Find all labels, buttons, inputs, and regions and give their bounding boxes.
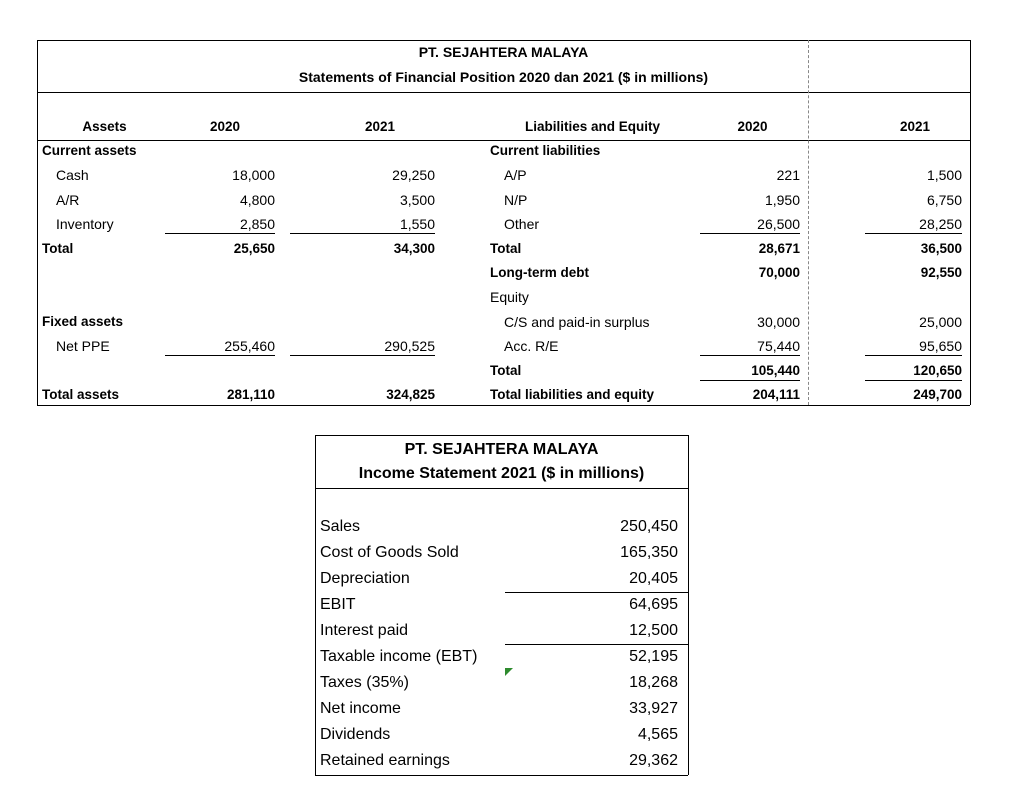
page-break [808,40,809,405]
row-label: Cost of Goods Sold [320,544,459,561]
row-label: EBIT [320,596,356,613]
value-cell: 70,000 [758,265,800,280]
value-cell: 26,500 [700,214,800,235]
column-header: 2021 [899,119,931,134]
column-header: 2021 [364,119,396,134]
value-cell: 95,650 [865,336,962,357]
value-cell: 2,850 [165,214,275,235]
value-cell: 75,440 [700,336,800,357]
row-label: Taxable income (EBT) [320,648,478,665]
value-cell: 52,195 [629,648,678,665]
row-label: C/S and paid-in surplus [504,313,650,330]
row-label: Equity [490,289,529,306]
row-label: A/R [56,191,80,208]
value-cell: 165,350 [620,544,678,561]
value-cell: 6,750 [926,191,962,208]
value-cell: 4,800 [239,191,275,208]
value-cell: 290,525 [290,336,435,357]
value-cell: 250,450 [620,518,678,535]
subtitle: Statements of Financial Position 2020 da… [298,69,709,85]
border [37,140,970,141]
value-cell: 34,300 [393,240,435,256]
value-cell: 29,250 [392,167,435,184]
value-cell: 249,700 [913,387,962,402]
value-cell: 18,000 [232,167,275,184]
title: PT. SEJAHTERA MALAYA [418,44,589,60]
border [315,488,688,489]
column-header: Assets [82,119,127,134]
value-cell: 4,565 [637,726,678,743]
row-label: Other [504,216,540,233]
value-cell: 324,825 [386,387,435,402]
underline [505,644,688,645]
row-label: Net PPE [56,338,110,355]
column-header: 2020 [737,119,768,134]
row-label: Current liabilities [490,143,601,158]
underline [505,592,688,593]
value-cell: 12,500 [629,622,678,639]
value-cell: 64,695 [629,596,678,613]
value-cell: 18,268 [629,674,678,691]
border [37,40,38,405]
value-cell: 281,110 [226,387,275,402]
row-label: Interest paid [320,622,409,639]
value-cell: 25,650 [233,240,275,256]
subtitle: Income Statement 2021 ($ in millions) [358,465,645,482]
row-label: Total assets [42,387,120,402]
row-label: Depreciation [320,570,410,587]
row-label: A/P [504,167,527,184]
row-label: Taxes (35%) [320,674,409,691]
row-label: Total liabilities and equity [490,387,655,402]
border [37,92,970,93]
title: PT. SEJAHTERA MALAYA [404,441,599,458]
border [37,40,970,41]
border [688,435,689,775]
value-cell: 36,500 [920,240,962,256]
value-cell: 204,111 [752,387,800,402]
value-cell: 92,550 [920,265,962,280]
value-cell: 221 [776,167,800,184]
border [315,435,688,436]
row-label: Total [490,362,522,378]
comment-marker [505,668,513,676]
border [315,435,316,775]
value-cell: 1,950 [764,191,800,208]
row-label: Net income [320,700,401,717]
value-cell: 33,927 [629,700,678,717]
value-cell: 29,362 [629,752,678,769]
column-header: Liabilities and Equity [524,119,661,134]
value-cell: 105,440 [700,361,800,381]
value-cell: 28,250 [865,214,962,235]
row-label: Dividends [320,726,391,743]
row-label: Fixed assets [42,313,124,329]
value-cell: 120,650 [865,361,962,381]
value-cell: 3,500 [399,191,435,208]
value-cell: 1,550 [290,214,435,235]
row-label: Long-term debt [490,265,589,280]
row-label: Total [490,240,522,256]
row-label: Current assets [42,143,137,158]
border [37,405,970,406]
value-cell: 28,671 [758,240,800,256]
row-label: Inventory [56,216,114,233]
row-label: Total [42,240,74,256]
row-label: N/P [504,191,528,208]
value-cell: 30,000 [757,313,800,330]
border [970,40,971,405]
column-header: 2020 [209,119,241,134]
row-label: Acc. R/E [504,338,559,355]
row-label: Retained earnings [320,752,450,769]
value-cell: 255,460 [165,336,275,357]
row-label: Cash [56,167,89,184]
value-cell: 1,500 [926,167,962,184]
border [315,775,688,776]
value-cell: 20,405 [629,570,678,587]
row-label: Sales [320,518,361,535]
value-cell: 25,000 [919,313,962,330]
